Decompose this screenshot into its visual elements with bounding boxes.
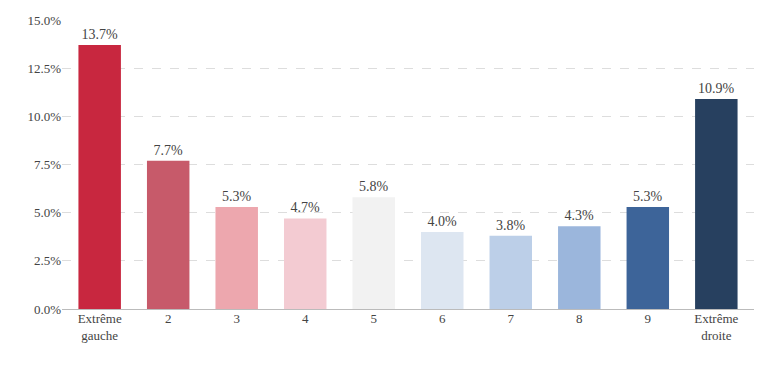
- svg-text:7: 7: [508, 311, 515, 326]
- svg-text:10.9%: 10.9%: [698, 81, 735, 96]
- svg-text:2: 2: [165, 311, 172, 326]
- svg-text:5.8%: 5.8%: [359, 179, 389, 194]
- svg-text:2.5%: 2.5%: [34, 253, 61, 268]
- svg-text:3: 3: [233, 311, 240, 326]
- svg-text:4.3%: 4.3%: [565, 208, 595, 223]
- svg-text:5: 5: [370, 311, 377, 326]
- svg-text:5.3%: 5.3%: [633, 189, 663, 204]
- svg-text:4.0%: 4.0%: [428, 214, 458, 229]
- svg-text:12.5%: 12.5%: [27, 61, 61, 76]
- svg-text:5.3%: 5.3%: [222, 189, 252, 204]
- svg-text:Extrêmedroite: Extrêmedroite: [694, 311, 738, 343]
- svg-text:8: 8: [576, 311, 583, 326]
- svg-text:9: 9: [645, 311, 652, 326]
- svg-text:10.0%: 10.0%: [27, 109, 61, 124]
- svg-text:4.7%: 4.7%: [290, 200, 320, 215]
- svg-text:5.0%: 5.0%: [34, 205, 61, 220]
- svg-text:3.8%: 3.8%: [496, 218, 526, 233]
- svg-text:13.7%: 13.7%: [81, 27, 118, 42]
- svg-text:7.7%: 7.7%: [153, 143, 183, 158]
- svg-text:0.0%: 0.0%: [34, 302, 61, 317]
- svg-text:15.0%: 15.0%: [27, 13, 61, 28]
- svg-text:4: 4: [302, 311, 309, 326]
- svg-text:7.5%: 7.5%: [34, 157, 61, 172]
- svg-text:6: 6: [439, 311, 446, 326]
- svg-text:Extrêmegauche: Extrêmegauche: [78, 311, 122, 343]
